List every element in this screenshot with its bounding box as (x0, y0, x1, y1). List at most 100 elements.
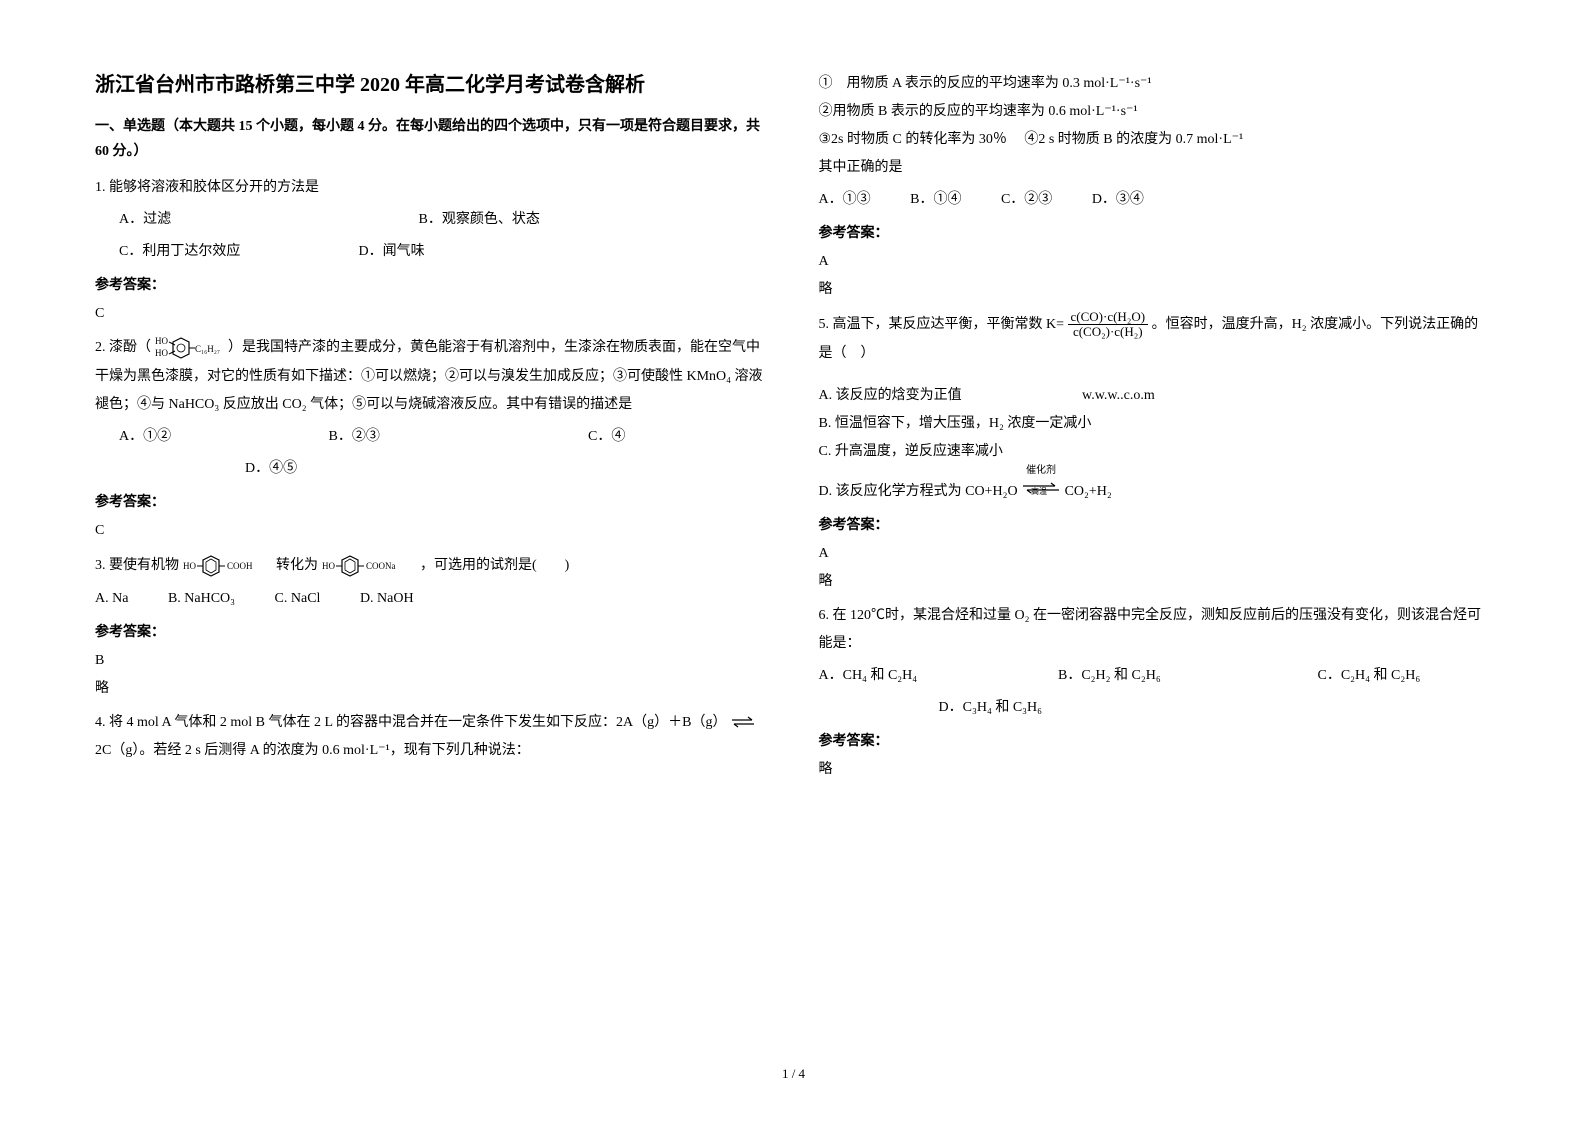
q5-optd-top: 催化剂 (1021, 466, 1061, 476)
q5-answer-label: 参考答案： (819, 512, 1493, 540)
q1-options-row2: C．利用丁达尔效应 D．闻气味 (95, 238, 769, 266)
q3-cooh-1: COOH (227, 561, 253, 571)
q3-ho-2: HO (322, 561, 335, 571)
q5-frac-num: c(CO)·c(H₂O) (1068, 310, 1149, 325)
q5-frac-den: c(CO₂)·c(H₂) (1068, 325, 1149, 339)
q6-stem: 6. 在 120℃时，某混合烃和过量 O₂ 在一密闭容器中完全反应，测知反应前后… (819, 602, 1493, 658)
q6-answer: 略 (819, 756, 1493, 784)
watermark-bar (819, 368, 1493, 382)
q3-answer: B (95, 647, 769, 675)
q5-optd-post: CO₂+H₂ (1065, 484, 1112, 499)
q2-options-row2: D．④⑤ (95, 455, 769, 483)
q1-options-row1: A．过滤 B．观察颜色、状态 (95, 206, 769, 234)
q3-opt-d: D. NaOH (360, 585, 414, 613)
q4-line3b: ④2 s 时物质 B 的浓度为 0.7 mol·L⁻¹ (1024, 132, 1243, 147)
section-instructions: 一、单选题（本大题共 15 个小题，每小题 4 分。在每小题给出的四个选项中，只… (95, 114, 769, 164)
q4-line2: ②用物质 B 表示的反应的平均速率为 0.6 mol·L⁻¹·s⁻¹ (819, 98, 1493, 126)
question-4-part1: 4. 将 4 mol A 气体和 2 mol B 气体在 2 L 的容器中混合并… (95, 709, 769, 765)
two-column-layout: 浙江省台州市市路桥第三中学 2020 年高二化学月考试卷含解析 一、单选题（本大… (95, 70, 1492, 1052)
q3-options: A. Na B. NaHCO₃ C. NaCl D. NaOH (95, 585, 769, 613)
q5-opt-d: D. 该反应化学方程式为 CO+H₂O 催化剂 高温 CO₂+H₂ (819, 466, 1493, 506)
q2-opt-a: A．①② (119, 423, 289, 451)
q4-extra: 略 (819, 276, 1493, 304)
q2-options: A．①② B．②③ C．④ (95, 423, 769, 451)
q4-line1: ① 用物质 A 表示的反应的平均速率为 0.3 mol·L⁻¹·s⁻¹ (819, 70, 1493, 98)
q4-line3: ③2s 时物质 C 的转化率为 30％ ④2 s 时物质 B 的浓度为 0.7 … (819, 126, 1493, 154)
q3-opt-c: C. NaCl (275, 585, 321, 613)
benzene-coona-icon: HO COONa (322, 551, 417, 581)
q5-stem-prefix: 5. 高温下，某反应达平衡，平衡常数 K= (819, 317, 1065, 332)
question-6: 6. 在 120℃时，某混合烃和过量 O₂ 在一密闭容器中完全反应，测知反应前后… (819, 602, 1493, 784)
right-column: ① 用物质 A 表示的反应的平均速率为 0.3 mol·L⁻¹·s⁻¹ ②用物质… (819, 70, 1493, 1052)
q4-line3a: ③2s 时物质 C 的转化率为 30％ (819, 132, 1007, 147)
q4-opt-a: A．①③ (819, 186, 871, 214)
q1-answer-label: 参考答案： (95, 272, 769, 300)
question-5: 5. 高温下，某反应达平衡，平衡常数 K= c(CO)·c(H₂O) c(CO₂… (819, 310, 1493, 596)
page: 浙江省台州市市路桥第三中学 2020 年高二化学月考试卷含解析 一、单选题（本大… (0, 0, 1587, 1122)
q4-opt-d: D．③④ (1092, 186, 1144, 214)
q4-opt-b: B．①④ (910, 186, 961, 214)
q3-coona: COONa (366, 561, 396, 571)
question-3: 3. 要使有机物 HO COOH 转化为 HO (95, 551, 769, 703)
q3-opt-a: A. Na (95, 585, 128, 613)
q3-ho-1: HO (183, 561, 196, 571)
fraction-icon: c(CO)·c(H₂O) c(CO₂)·c(H₂) (1068, 310, 1149, 340)
q2-answer-label: 参考答案： (95, 489, 769, 517)
q5-opt-a: A. 该反应的焓变为正值 (819, 382, 1079, 410)
q1-answer: C (95, 300, 769, 328)
q1-opt-c: C．利用丁达尔效应 (119, 238, 319, 266)
q2-ho-top: HO (155, 336, 168, 346)
q5-optd-bot: 高温 (1031, 486, 1047, 495)
question-2: 2. 漆酚（ HO HO C₁₆H₂₇ ）是我国特产漆的主要成分，黄色能溶于有机… (95, 334, 769, 544)
q2-opt-d: D．④⑤ (245, 455, 297, 483)
q5-stem: 5. 高温下，某反应达平衡，平衡常数 K= c(CO)·c(H₂O) c(CO₂… (819, 310, 1493, 368)
q1-stem: 1. 能够将溶液和胶体区分开的方法是 (95, 174, 769, 202)
q5-optd-pre: D. 该反应化学方程式为 CO+H₂O (819, 484, 1018, 499)
q4-opt-c: C．②③ (1001, 186, 1052, 214)
q4-options: A．①③ B．①④ C．②③ D．③④ (819, 186, 1493, 214)
q6-opt-c: C．C₂H₄ 和 C₂H₆ (1318, 662, 1421, 690)
q2-opt-b: B．②③ (329, 423, 549, 451)
q5-answer: A (819, 540, 1493, 568)
page-number: 1 / 4 (95, 1052, 1492, 1082)
q6-options-row1: A．CH₄ 和 C₂H₄ B．C₂H₂ 和 C₂H₆ C．C₂H₄ 和 C₂H₆ (819, 662, 1493, 690)
exam-title: 浙江省台州市市路桥第三中学 2020 年高二化学月考试卷含解析 (95, 70, 769, 100)
q5-extra: 略 (819, 568, 1493, 596)
q4-stem: 4. 将 4 mol A 气体和 2 mol B 气体在 2 L 的容器中混合并… (95, 715, 726, 730)
q6-answer-label: 参考答案： (819, 728, 1493, 756)
q4-stem2: 2C（g）。若经 2 s 后测得 A 的浓度为 0.6 mol·L⁻¹，现有下列… (95, 743, 530, 758)
q2-opt-c: C．④ (588, 423, 625, 451)
benzene-cooh-icon: HO COOH (183, 551, 273, 581)
q6-opt-b: B．C₂H₂ 和 C₂H₆ (1058, 662, 1278, 690)
q2-ho-bot: HO (155, 348, 168, 358)
q4-line4: 其中正确的是 (819, 154, 1493, 182)
q4-answer: A (819, 248, 1493, 276)
q2-stem: 2. 漆酚（ HO HO C₁₆H₂₇ ）是我国特产漆的主要成分，黄色能溶于有机… (95, 334, 769, 418)
question-1: 1. 能够将溶液和胶体区分开的方法是 A．过滤 B．观察颜色、状态 C．利用丁达… (95, 174, 769, 328)
q5-opt-a-row: A. 该反应的焓变为正值 w.w.w..c.o.m (819, 382, 1493, 410)
q5-opt-b: B. 恒温恒容下，增大压强，H₂ 浓度一定减小 (819, 410, 1493, 438)
q3-stem-suffix: ，可选用的试剂是( ) (420, 558, 569, 573)
q6-opt-a: A．CH₄ 和 C₂H₄ (819, 662, 1019, 690)
equilibrium-arrow-icon (730, 715, 756, 729)
q4-answer-label: 参考答案： (819, 220, 1493, 248)
q6-options-row2: D．C₃H₄ 和 C₃H₆ (819, 694, 1493, 722)
q1-opt-b: B．观察颜色、状态 (419, 206, 540, 234)
q1-opt-a: A．过滤 (119, 206, 379, 234)
q6-opt-d: D．C₃H₄ 和 C₃H₆ (939, 694, 1043, 722)
q3-stem: 3. 要使有机物 HO COOH 转化为 HO (95, 551, 769, 581)
q2-answer: C (95, 517, 769, 545)
equilibrium-arrow-icon: 高温 (1021, 481, 1061, 495)
q3-stem-prefix: 3. 要使有机物 (95, 558, 179, 573)
q5-opt-c: C. 升高温度，逆反应速率减小 (819, 438, 1493, 466)
condition-arrow-icon: 催化剂 高温 (1021, 466, 1061, 506)
q3-extra: 略 (95, 675, 769, 703)
left-column: 浙江省台州市市路桥第三中学 2020 年高二化学月考试卷含解析 一、单选题（本大… (95, 70, 769, 1052)
q2-c16h27: C₁₆H₂₇ (195, 344, 220, 354)
q3-stem-middle: 转化为 (276, 558, 318, 573)
q3-opt-b: B. NaHCO₃ (168, 585, 235, 613)
benzene-icon: HO HO C₁₆H₂₇ (155, 334, 225, 362)
q3-answer-label: 参考答案： (95, 619, 769, 647)
q5-watermark: w.w.w..c.o.m (1082, 388, 1155, 403)
q1-opt-d: D．闻气味 (359, 238, 425, 266)
